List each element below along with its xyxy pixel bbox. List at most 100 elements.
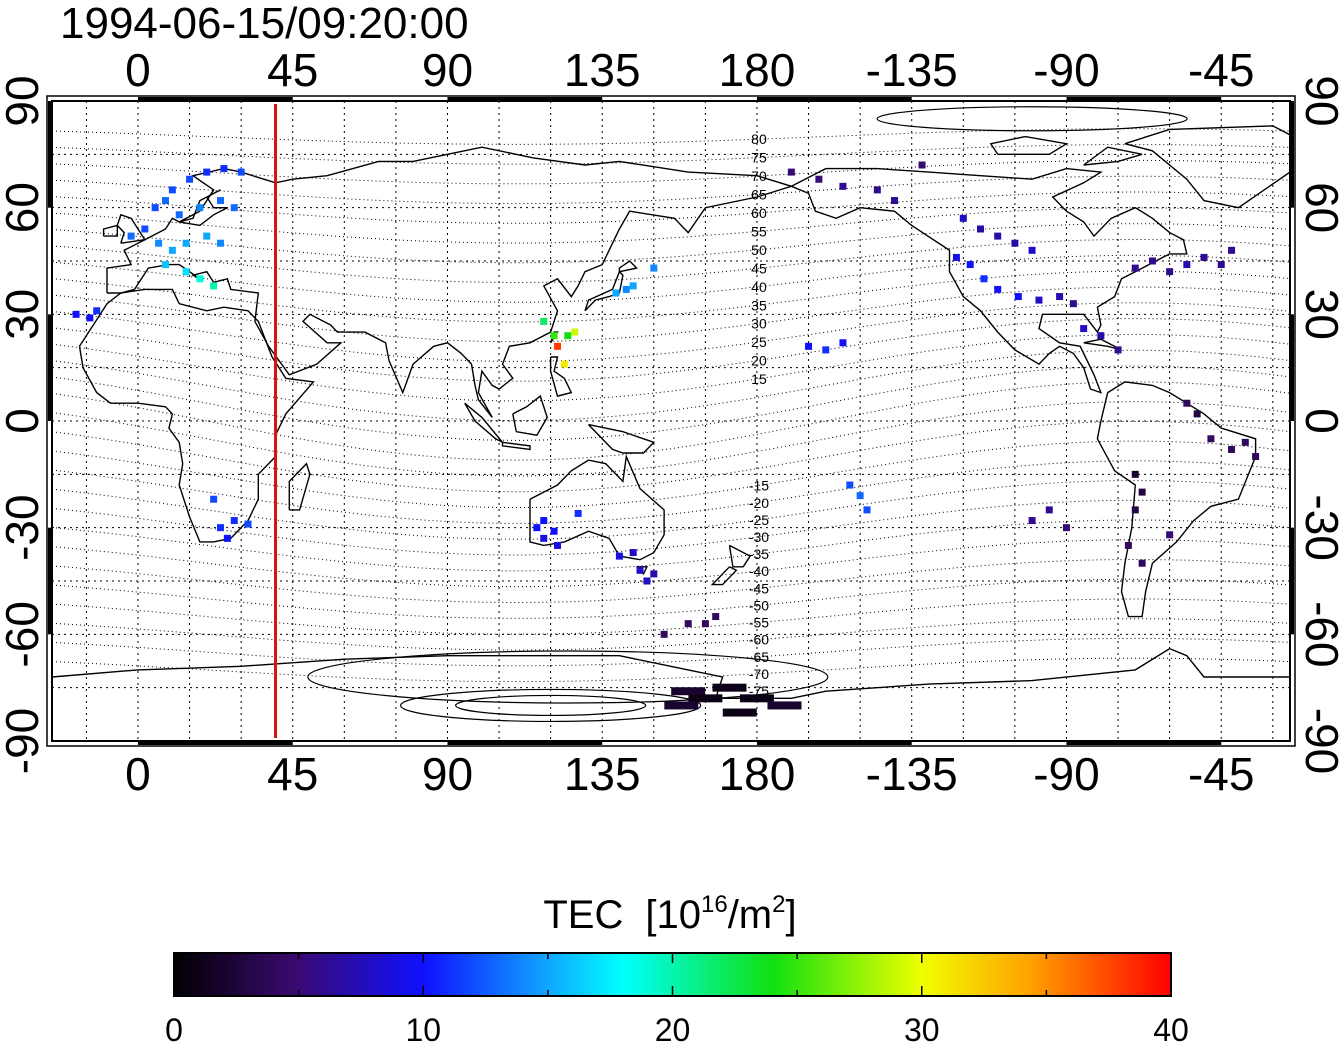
tec-point xyxy=(712,683,747,692)
tec-point xyxy=(1062,524,1070,532)
tec-point xyxy=(873,186,881,194)
map-area: 80 75 70 65 60 55 50 45 40 35 30 25 20 15 -15-20-25-30… xyxy=(46,95,1296,747)
axis-bar xyxy=(1066,740,1222,745)
tec-point xyxy=(891,197,899,205)
tec-point xyxy=(722,708,757,717)
coastline xyxy=(529,454,665,561)
axis-bar xyxy=(756,97,912,102)
tec-point xyxy=(175,211,183,219)
contour-label: 70 xyxy=(751,168,767,184)
left-lat-label: -30 xyxy=(0,494,48,560)
tec-point xyxy=(712,613,720,621)
colorbar-tick-label: 10 xyxy=(405,1012,441,1048)
contour-loop xyxy=(400,688,702,723)
tec-point xyxy=(959,214,967,222)
contour-label: 50 xyxy=(751,242,767,258)
tec-point xyxy=(636,566,644,574)
contour-label: -70 xyxy=(749,666,769,682)
tec-point xyxy=(1035,296,1043,304)
tec-point xyxy=(701,620,709,628)
tec-point xyxy=(767,701,802,710)
left-lat-label: 90 xyxy=(0,75,48,126)
tec-point xyxy=(550,332,558,340)
axis-bars xyxy=(48,97,1294,745)
coastline xyxy=(464,402,504,443)
tec-point xyxy=(1207,435,1215,443)
contour-line xyxy=(52,333,1290,402)
tec-point xyxy=(203,232,211,240)
top-lon-label: 135 xyxy=(564,44,641,96)
tec-point xyxy=(550,527,558,535)
top-lon-label: 90 xyxy=(422,44,473,96)
tec-point xyxy=(952,253,960,261)
tec-point xyxy=(977,225,984,233)
contour-line xyxy=(52,657,1290,683)
coastline xyxy=(102,224,118,237)
tec-point xyxy=(540,534,548,542)
coastline xyxy=(1083,146,1143,166)
tec-point xyxy=(612,289,620,297)
contour-line xyxy=(52,302,1290,362)
tec-point xyxy=(1228,246,1236,254)
axis-bar xyxy=(48,527,53,635)
tec-observations xyxy=(72,161,1260,717)
tec-point xyxy=(1124,541,1132,549)
top-lon-label: 45 xyxy=(267,44,318,96)
left-latitude-axis: 90 60 30 0 -30 -60 -90 xyxy=(0,75,48,774)
tec-point xyxy=(1148,257,1156,265)
contour-label: -25 xyxy=(749,512,769,528)
tec-point xyxy=(182,268,190,276)
right-lat-label: 0 xyxy=(1296,408,1344,434)
contour-label: 25 xyxy=(751,334,767,350)
axis-bar xyxy=(137,97,293,102)
contour-line xyxy=(52,223,1290,264)
tec-point xyxy=(815,175,823,183)
axis-bar xyxy=(1289,101,1294,208)
tec-point xyxy=(223,534,231,542)
tec-point xyxy=(574,509,582,517)
tec-point xyxy=(217,239,225,247)
tec-point xyxy=(856,492,864,500)
coastline xyxy=(512,394,548,436)
right-lat-label: 90 xyxy=(1296,75,1344,126)
tec-point xyxy=(210,282,218,290)
tec-point xyxy=(554,342,562,350)
contour-line xyxy=(52,480,1290,540)
tec-point xyxy=(182,239,190,247)
colorbar-tick-label: 40 xyxy=(1153,1012,1189,1048)
tec-point xyxy=(168,186,176,194)
contour-line xyxy=(52,578,1290,619)
tec-point xyxy=(629,282,637,290)
coastline xyxy=(288,462,311,511)
tec-point xyxy=(210,495,218,503)
tec-point xyxy=(1028,246,1036,254)
tec-point xyxy=(994,232,1002,240)
top-longitude-axis: 0 45 90 135 180 -135 -90 -45 xyxy=(125,44,1254,96)
coastline xyxy=(587,423,656,454)
tec-point xyxy=(1080,325,1088,333)
coastline xyxy=(728,544,752,568)
contour-label: 40 xyxy=(751,279,767,295)
bottom-lon-label: -135 xyxy=(866,748,958,800)
map-frame-outer xyxy=(46,95,1296,747)
colorbar-tick-label: 30 xyxy=(904,1012,940,1048)
graticule xyxy=(52,101,1290,741)
bottom-lon-label: 0 xyxy=(125,748,151,800)
coastline xyxy=(989,135,1069,155)
colorbar-tick-label: 0 xyxy=(165,1012,183,1048)
contour-label: -50 xyxy=(749,597,769,613)
tec-point xyxy=(1097,332,1105,340)
tec-point xyxy=(1228,445,1236,453)
right-lat-label: -30 xyxy=(1296,494,1344,560)
contour-label: 75 xyxy=(751,150,767,166)
contour-line xyxy=(52,519,1290,572)
tec-point xyxy=(664,701,699,710)
contour-label: -20 xyxy=(749,495,769,511)
contour-label: -65 xyxy=(749,649,769,665)
top-lon-label: -135 xyxy=(866,44,958,96)
contour-label: 60 xyxy=(751,205,767,221)
colorbar-title: TEC [1016/m2] xyxy=(543,891,796,937)
contour-loop xyxy=(307,650,829,704)
tec-point xyxy=(72,310,80,318)
